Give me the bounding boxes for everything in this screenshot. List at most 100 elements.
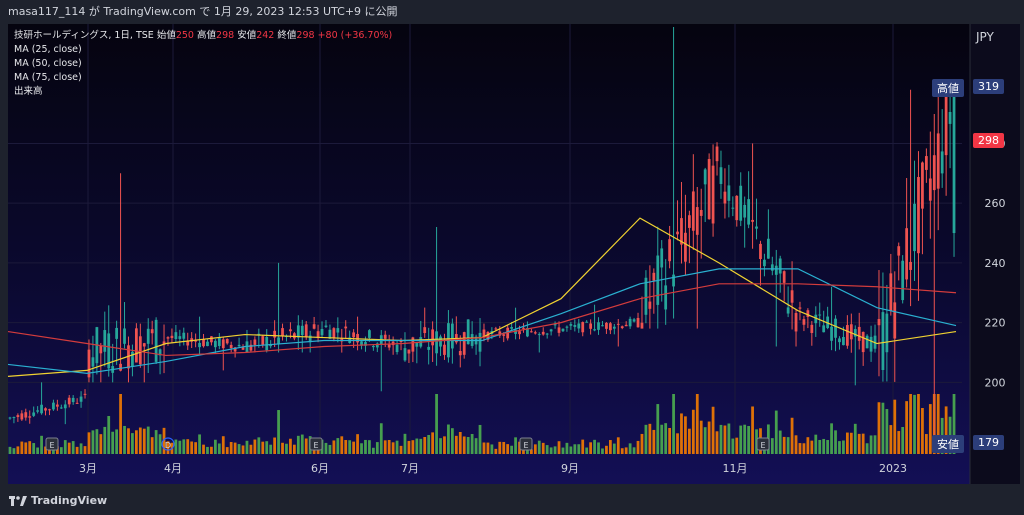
legend-volume[interactable]: 出来高 (14, 86, 43, 97)
candle-body (395, 344, 399, 353)
candle-body (458, 350, 462, 356)
volume-bar (553, 446, 557, 454)
candle-body (63, 404, 67, 409)
volume-bar (849, 432, 853, 454)
volume-bar (909, 394, 912, 454)
volume-bar (403, 433, 407, 454)
candle-body (198, 342, 201, 348)
volume-bar (435, 394, 438, 454)
candle-body (119, 363, 122, 371)
candle-body (368, 330, 371, 338)
volume-bar (281, 442, 284, 454)
volume-bar (32, 443, 36, 454)
currency-label[interactable]: JPY (976, 30, 994, 44)
volume-bar (131, 433, 134, 454)
chart-legend: 技研ホールディングス, 1日, TSE 始値250 高値298 安値242 終値… (14, 29, 392, 99)
candle-body (636, 317, 640, 328)
volume-bar (924, 434, 928, 454)
candle-body (743, 204, 747, 218)
legend-ma25[interactable]: MA (25, close) (14, 44, 82, 55)
legend-low-label: 安値 (237, 30, 257, 41)
candle-body (431, 329, 435, 346)
candle-body (699, 209, 703, 216)
candle-body (877, 319, 881, 326)
candle-body (822, 325, 826, 333)
volume-bar (502, 441, 506, 454)
event-marker-label: E (49, 441, 54, 450)
volume-bar (411, 440, 415, 454)
volume-bar (723, 425, 727, 454)
candle-body (16, 415, 20, 418)
volume-bar (383, 440, 387, 454)
candle-body (87, 349, 91, 378)
candle-body (514, 329, 517, 334)
volume-bar (782, 436, 786, 454)
volume-bar (881, 402, 885, 454)
dividend-circle (161, 437, 175, 451)
candle-body (71, 397, 75, 403)
volume-bar (277, 410, 280, 454)
volume-bar (178, 440, 182, 454)
legend-ma50[interactable]: MA (50, close) (14, 58, 82, 69)
time-tick-label: 11月 (723, 462, 748, 475)
volume-bar (616, 437, 620, 454)
volume-bar (210, 446, 213, 454)
candle-body (52, 402, 55, 410)
tradingview-logo-icon (9, 495, 27, 506)
candle-body (601, 325, 604, 327)
candle-body (553, 324, 557, 326)
candle-body (415, 342, 419, 347)
volume-bar (348, 440, 352, 454)
time-tick-label: 6月 (311, 462, 329, 475)
candle-body (443, 344, 446, 355)
volume-bar (391, 442, 395, 454)
volume-bar (605, 445, 608, 454)
legend-high-value: 298 (216, 30, 235, 41)
candle-body (806, 310, 810, 317)
volume-bar (356, 434, 359, 454)
candle-body (304, 324, 308, 337)
volume-bar (624, 447, 628, 454)
volume-bar (798, 443, 802, 454)
volume-bar (450, 428, 454, 454)
candle-body (798, 307, 802, 309)
volume-bar (261, 441, 265, 454)
candle-body (466, 319, 470, 345)
volume-bar (233, 442, 237, 454)
volume-bar (857, 433, 861, 454)
volume-bar (75, 446, 79, 454)
candle-body (842, 336, 845, 346)
volume-bar (545, 445, 549, 454)
price-tick-label: 240 (985, 257, 1006, 270)
volume-bar (703, 427, 707, 454)
volume-bar (699, 420, 703, 454)
volume-bar (364, 439, 367, 454)
volume-bar (419, 438, 423, 454)
candle-body (763, 259, 766, 267)
event-marker-label: E (313, 441, 318, 450)
candle-body (830, 326, 833, 341)
volume-bar (905, 401, 909, 454)
tradingview-logo[interactable]: TradingView (9, 494, 107, 507)
candle-body (881, 312, 885, 370)
low-tag-value: 179 (978, 436, 999, 449)
candle-body (75, 402, 79, 404)
volume-bar (225, 447, 229, 454)
candle-body (182, 332, 186, 339)
volume-bar (739, 425, 743, 454)
candle-body (383, 334, 387, 339)
volume-bar (861, 433, 865, 454)
candle-body (687, 215, 691, 228)
candle-body (229, 344, 233, 349)
candle-body (213, 340, 217, 348)
candle-body (573, 325, 577, 327)
candle-body (834, 318, 837, 338)
volume-bar (142, 428, 146, 454)
candle-body (794, 313, 798, 332)
volume-bar (597, 442, 600, 454)
legend-ma75[interactable]: MA (75, close) (14, 72, 82, 83)
price-tick-label: 200 (985, 376, 1006, 389)
